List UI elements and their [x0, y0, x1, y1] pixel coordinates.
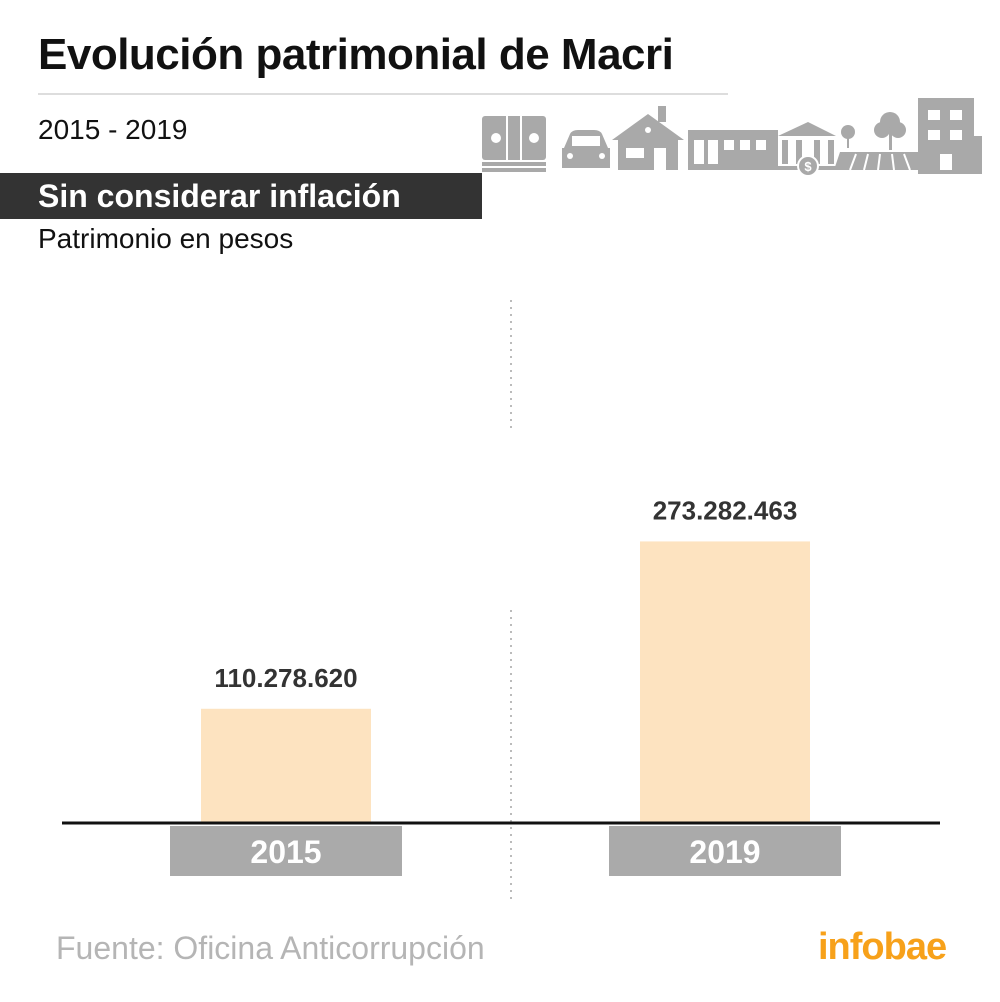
- category-label: 2015: [250, 834, 321, 870]
- building-icon: [918, 98, 982, 174]
- house-icon: [612, 106, 684, 170]
- infobae-logo: infobae: [818, 926, 947, 968]
- data-label: 110.278.620: [214, 663, 357, 693]
- title-divider: [38, 93, 728, 95]
- data-label: 273.282.463: [653, 495, 798, 525]
- bank-icon: $: [778, 122, 836, 177]
- svg-text:$: $: [804, 159, 812, 174]
- farm-icon: [834, 112, 920, 171]
- source-note: Fuente: Oficina Anticorrupción: [56, 930, 485, 966]
- category-label: 2019: [689, 834, 760, 870]
- bar-2015: [201, 708, 371, 822]
- year-range: 2015 - 2019: [38, 114, 188, 145]
- chart-subtitle: Patrimonio en pesos: [38, 223, 294, 254]
- asset-icons: $: [482, 98, 982, 177]
- store-icon: [688, 130, 778, 170]
- category-box: [170, 826, 402, 876]
- section-band: Sin considerar inflación: [0, 173, 482, 219]
- category-box: [609, 826, 841, 876]
- chart-title: Evolución patrimonial de Macri: [38, 30, 674, 79]
- section-label: Sin considerar inflación: [38, 178, 401, 214]
- bar-2019: [640, 541, 810, 822]
- money-icon: [482, 116, 546, 172]
- car-icon: [562, 130, 610, 168]
